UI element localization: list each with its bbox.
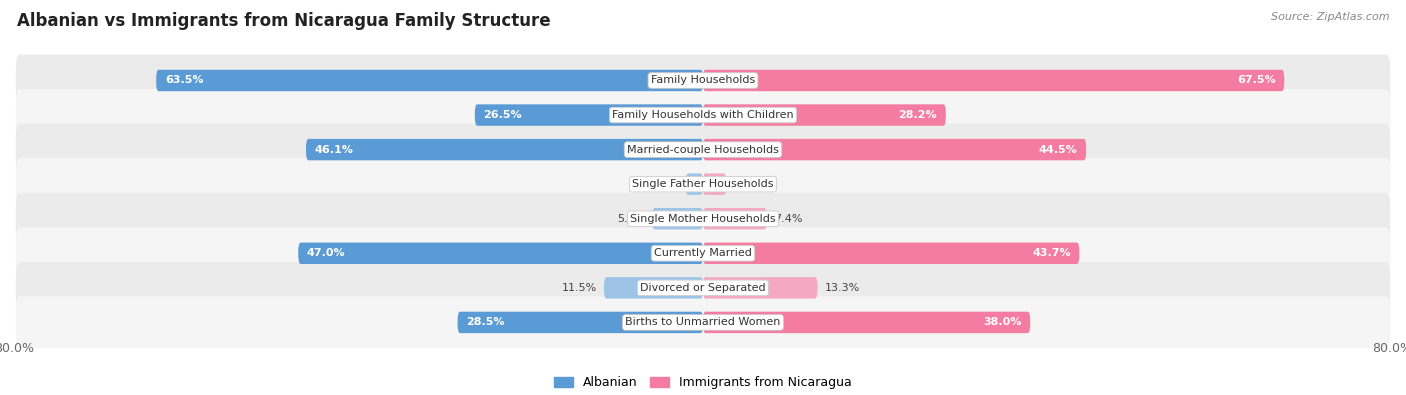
- FancyBboxPatch shape: [457, 312, 703, 333]
- FancyBboxPatch shape: [703, 173, 727, 195]
- Text: 2.7%: 2.7%: [733, 179, 762, 189]
- Text: Family Households with Children: Family Households with Children: [612, 110, 794, 120]
- FancyBboxPatch shape: [703, 208, 766, 229]
- Text: Source: ZipAtlas.com: Source: ZipAtlas.com: [1271, 12, 1389, 22]
- Text: 46.1%: 46.1%: [315, 145, 353, 154]
- FancyBboxPatch shape: [15, 89, 1391, 141]
- Text: 28.5%: 28.5%: [467, 318, 505, 327]
- Text: 2.0%: 2.0%: [651, 179, 679, 189]
- FancyBboxPatch shape: [15, 297, 1391, 348]
- Text: Divorced or Separated: Divorced or Separated: [640, 283, 766, 293]
- Text: Albanian vs Immigrants from Nicaragua Family Structure: Albanian vs Immigrants from Nicaragua Fa…: [17, 12, 551, 30]
- Text: 44.5%: 44.5%: [1039, 145, 1077, 154]
- Text: 38.0%: 38.0%: [983, 318, 1022, 327]
- FancyBboxPatch shape: [652, 208, 703, 229]
- FancyBboxPatch shape: [15, 228, 1391, 279]
- Text: 43.7%: 43.7%: [1032, 248, 1071, 258]
- Text: 7.4%: 7.4%: [773, 214, 801, 224]
- Text: Married-couple Households: Married-couple Households: [627, 145, 779, 154]
- Text: Births to Unmarried Women: Births to Unmarried Women: [626, 318, 780, 327]
- FancyBboxPatch shape: [703, 70, 1284, 91]
- FancyBboxPatch shape: [15, 262, 1391, 314]
- FancyBboxPatch shape: [703, 243, 1080, 264]
- Text: Single Mother Households: Single Mother Households: [630, 214, 776, 224]
- FancyBboxPatch shape: [15, 124, 1391, 175]
- FancyBboxPatch shape: [307, 139, 703, 160]
- Text: Family Households: Family Households: [651, 75, 755, 85]
- FancyBboxPatch shape: [15, 55, 1391, 106]
- Text: 67.5%: 67.5%: [1237, 75, 1275, 85]
- Text: 5.9%: 5.9%: [617, 214, 645, 224]
- FancyBboxPatch shape: [475, 104, 703, 126]
- Text: 63.5%: 63.5%: [165, 75, 204, 85]
- Text: 26.5%: 26.5%: [484, 110, 522, 120]
- FancyBboxPatch shape: [703, 312, 1031, 333]
- FancyBboxPatch shape: [15, 158, 1391, 210]
- FancyBboxPatch shape: [686, 173, 703, 195]
- FancyBboxPatch shape: [703, 139, 1087, 160]
- FancyBboxPatch shape: [703, 277, 817, 299]
- FancyBboxPatch shape: [605, 277, 703, 299]
- FancyBboxPatch shape: [298, 243, 703, 264]
- Text: 28.2%: 28.2%: [898, 110, 938, 120]
- Text: 13.3%: 13.3%: [824, 283, 859, 293]
- FancyBboxPatch shape: [703, 104, 946, 126]
- Text: 11.5%: 11.5%: [562, 283, 598, 293]
- Legend: Albanian, Immigrants from Nicaragua: Albanian, Immigrants from Nicaragua: [550, 371, 856, 394]
- Text: 47.0%: 47.0%: [307, 248, 346, 258]
- FancyBboxPatch shape: [15, 193, 1391, 245]
- Text: Single Father Households: Single Father Households: [633, 179, 773, 189]
- Text: Currently Married: Currently Married: [654, 248, 752, 258]
- FancyBboxPatch shape: [156, 70, 703, 91]
